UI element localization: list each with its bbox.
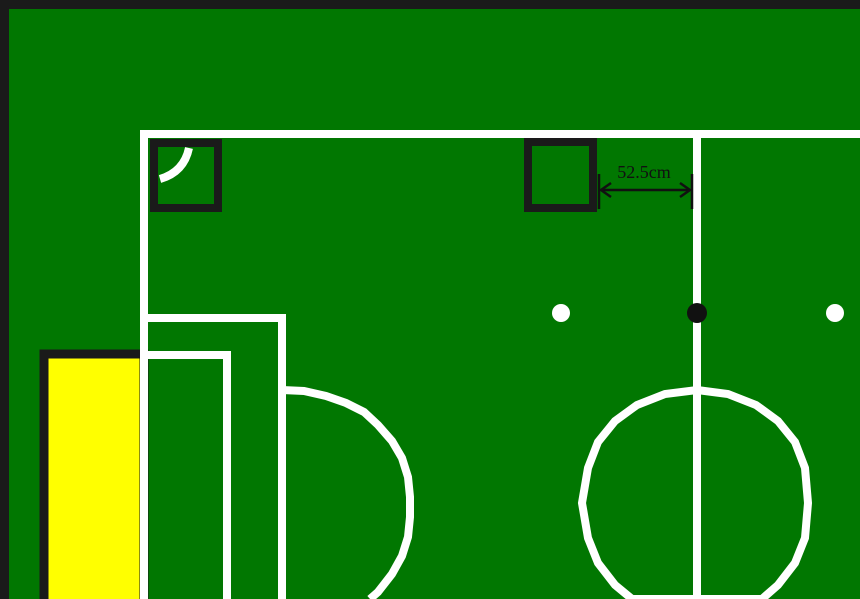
measurement-dimension xyxy=(597,174,694,209)
marker-square xyxy=(524,138,597,212)
corner-arc xyxy=(158,147,193,183)
arrow-head-right-icon xyxy=(679,181,693,199)
goal-area xyxy=(39,349,149,599)
penalty-arc xyxy=(281,386,414,599)
corner-marker-square xyxy=(150,139,222,212)
goal-area-line xyxy=(144,351,231,599)
centre-spot xyxy=(687,303,707,323)
centre-circle xyxy=(577,385,813,599)
penalty-area-line xyxy=(144,314,286,599)
measurement-label: 52.5cm xyxy=(617,162,671,182)
field-surface xyxy=(9,9,860,599)
arrow-head-left-icon xyxy=(598,181,612,199)
boundary-line xyxy=(140,130,860,599)
field-lines xyxy=(140,130,860,599)
penalty-spot-left xyxy=(552,304,570,322)
penalty-spot-right xyxy=(826,304,844,322)
